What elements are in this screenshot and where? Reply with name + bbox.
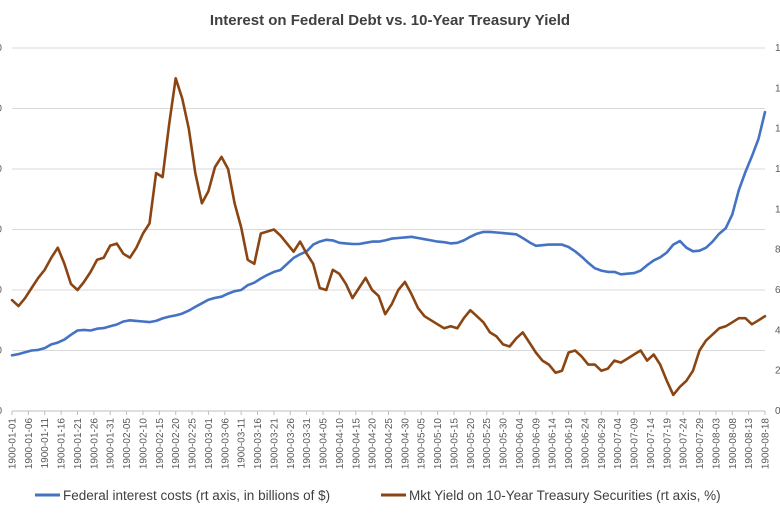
x-tick-label: 1900-05-30 bbox=[499, 418, 510, 470]
x-tick-label: 1900-05-10 bbox=[433, 418, 444, 470]
legend: Federal interest costs (rt axis, in bill… bbox=[35, 488, 721, 503]
x-tick-label: 1900-08-18 bbox=[761, 418, 772, 470]
chart-title: Interest on Federal Debt vs. 10-Year Tre… bbox=[210, 12, 570, 29]
left-tick-label: 300 bbox=[0, 225, 2, 236]
x-tick-label: 1900-02-15 bbox=[155, 418, 166, 470]
x-tick-label: 1900-07-29 bbox=[695, 418, 706, 470]
right-tick-label: 16 bbox=[775, 83, 780, 94]
x-tick-label: 1900-03-06 bbox=[220, 418, 231, 470]
legend-label-yield: Mkt Yield on 10-Year Treasury Securities… bbox=[409, 488, 721, 503]
right-tick-label: 4 bbox=[775, 325, 780, 336]
x-tick-label: 1900-05-15 bbox=[449, 418, 460, 470]
x-tick-label: 1900-03-21 bbox=[269, 418, 280, 470]
left-tick-label: 600 bbox=[0, 43, 2, 54]
left-axis-ticks: 0 100 200 300 400 500 600 bbox=[0, 43, 2, 417]
right-tick-label: 14 bbox=[775, 124, 780, 135]
x-tick-label: 1900-03-26 bbox=[286, 418, 297, 470]
right-tick-label: 2 bbox=[775, 366, 780, 377]
x-tick-label: 1900-03-31 bbox=[302, 418, 313, 470]
x-tick-label: 1900-06-19 bbox=[564, 418, 575, 470]
x-tick-label: 1900-08-13 bbox=[744, 418, 755, 470]
x-tick-label: 1900-06-04 bbox=[515, 418, 526, 470]
x-tick-label: 1900-01-11 bbox=[40, 418, 51, 469]
x-tick-label: 1900-07-14 bbox=[646, 418, 657, 470]
x-tick-label: 1900-01-21 bbox=[73, 418, 84, 470]
right-tick-label: 10 bbox=[775, 204, 780, 215]
x-tick-label: 1900-02-20 bbox=[171, 418, 182, 470]
gridlines bbox=[12, 47, 765, 412]
right-tick-label: 6 bbox=[775, 285, 780, 296]
right-axis-ticks: 0 2 4 6 8 10 12 14 16 18 bbox=[775, 43, 780, 417]
left-tick-label: 200 bbox=[0, 285, 2, 296]
legend-label-interest: Federal interest costs (rt axis, in bill… bbox=[63, 488, 330, 503]
x-tick-label: 1900-01-06 bbox=[24, 418, 35, 470]
x-tick-label: 1900-04-25 bbox=[384, 418, 395, 470]
x-tick-label: 1900-01-31 bbox=[106, 418, 117, 470]
series-lines bbox=[10, 77, 767, 397]
x-axis-labels: 1900-01-01 1900-01-06 1900-01-11 1900-01-16… bbox=[8, 418, 772, 470]
series-line-yield bbox=[10, 77, 767, 397]
x-tick-label: 1900-01-26 bbox=[89, 418, 100, 470]
x-tick-label: 1900-04-15 bbox=[351, 418, 362, 470]
x-tick-label: 1900-05-20 bbox=[466, 418, 477, 470]
right-tick-label: 0 bbox=[775, 406, 780, 417]
x-tick-label: 1900-05-05 bbox=[417, 418, 428, 470]
x-tick-label: 1900-05-25 bbox=[482, 418, 493, 470]
right-tick-label: 12 bbox=[775, 164, 780, 175]
x-tick-label: 1900-04-30 bbox=[400, 418, 411, 470]
x-tick-label: 1900-02-05 bbox=[122, 418, 133, 470]
x-axis-ticks bbox=[11, 411, 766, 415]
x-tick-label: 1900-03-11 bbox=[237, 418, 248, 469]
x-tick-label: 1900-06-09 bbox=[531, 418, 542, 470]
x-tick-label: 1900-03-16 bbox=[253, 418, 264, 470]
x-tick-label: 1900-06-14 bbox=[548, 418, 559, 470]
right-tick-label: 18 bbox=[775, 43, 780, 54]
x-tick-label: 1900-07-19 bbox=[662, 418, 673, 470]
x-tick-label: 1900-03-01 bbox=[204, 418, 215, 470]
x-tick-label: 1900-01-16 bbox=[57, 418, 68, 470]
x-tick-label: 1900-02-25 bbox=[188, 418, 199, 470]
x-tick-label: 1900-06-24 bbox=[580, 418, 591, 470]
x-tick-label: 1900-07-24 bbox=[679, 418, 690, 470]
left-tick-label: 100 bbox=[0, 346, 2, 357]
x-tick-label: 1900-02-10 bbox=[138, 418, 149, 470]
x-tick-label: 1900-04-10 bbox=[335, 418, 346, 470]
left-tick-label: 400 bbox=[0, 164, 2, 175]
x-tick-label: 1900-04-05 bbox=[319, 418, 330, 470]
x-tick-label: 1900-07-04 bbox=[613, 418, 624, 470]
x-tick-label: 1900-08-03 bbox=[711, 418, 722, 470]
series-line-interest bbox=[10, 110, 767, 357]
x-tick-label: 1900-07-09 bbox=[630, 418, 641, 470]
x-tick-label: 1900-01-01 bbox=[8, 418, 19, 470]
x-tick-label: 1900-06-29 bbox=[597, 418, 608, 470]
x-tick-label: 1900-08-08 bbox=[728, 418, 739, 470]
left-tick-label: 0 bbox=[0, 406, 2, 417]
right-tick-label: 8 bbox=[775, 245, 780, 256]
left-tick-label: 500 bbox=[0, 104, 2, 115]
x-tick-label: 1900-04-20 bbox=[368, 418, 379, 470]
